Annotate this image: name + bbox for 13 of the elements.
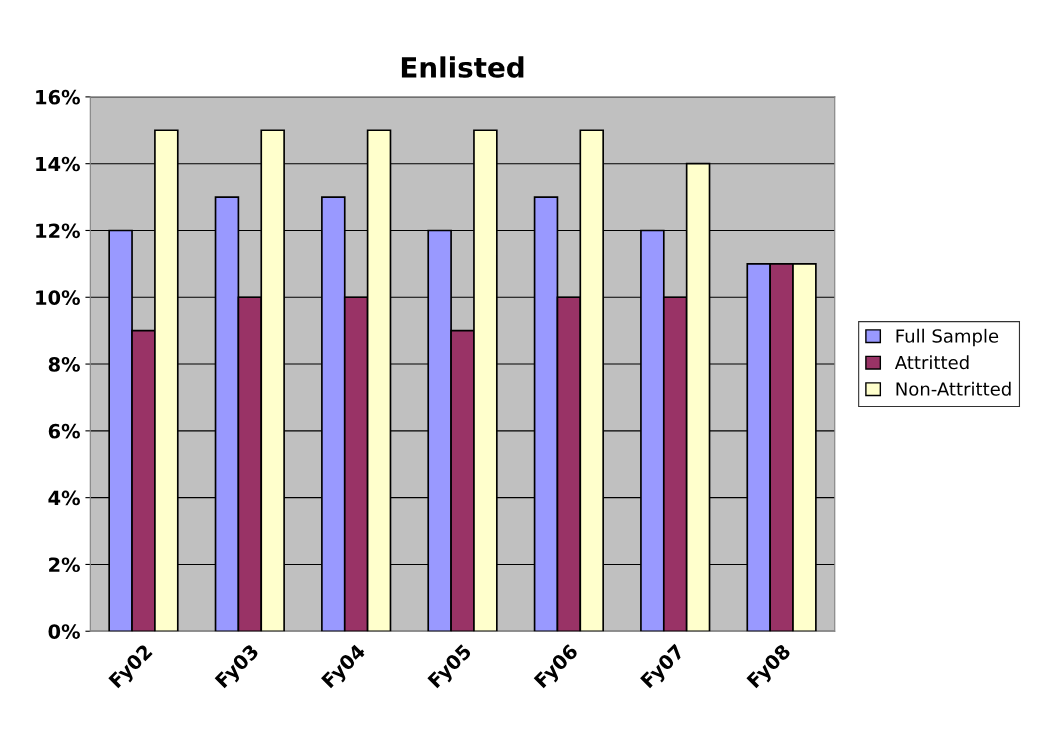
legend-label: Attritted: [894, 355, 969, 370]
y-tick-label: 6%: [48, 423, 80, 439]
y-tick-label: 8%: [48, 357, 80, 372]
y-tick-label: 14%: [36, 156, 80, 172]
y-tick-label: 10%: [36, 290, 80, 305]
y-tick-label: 0%: [48, 624, 80, 639]
legend-label: Full Sample: [896, 328, 999, 347]
chart-title: Enlisted: [401, 56, 524, 78]
y-tick-label: 2%: [49, 557, 80, 573]
legend-label: Non-Attritted: [896, 381, 1011, 396]
y-tick-label: 4%: [48, 490, 80, 506]
y-tick-label: 16%: [36, 89, 80, 105]
y-tick-label: 12%: [36, 223, 80, 239]
